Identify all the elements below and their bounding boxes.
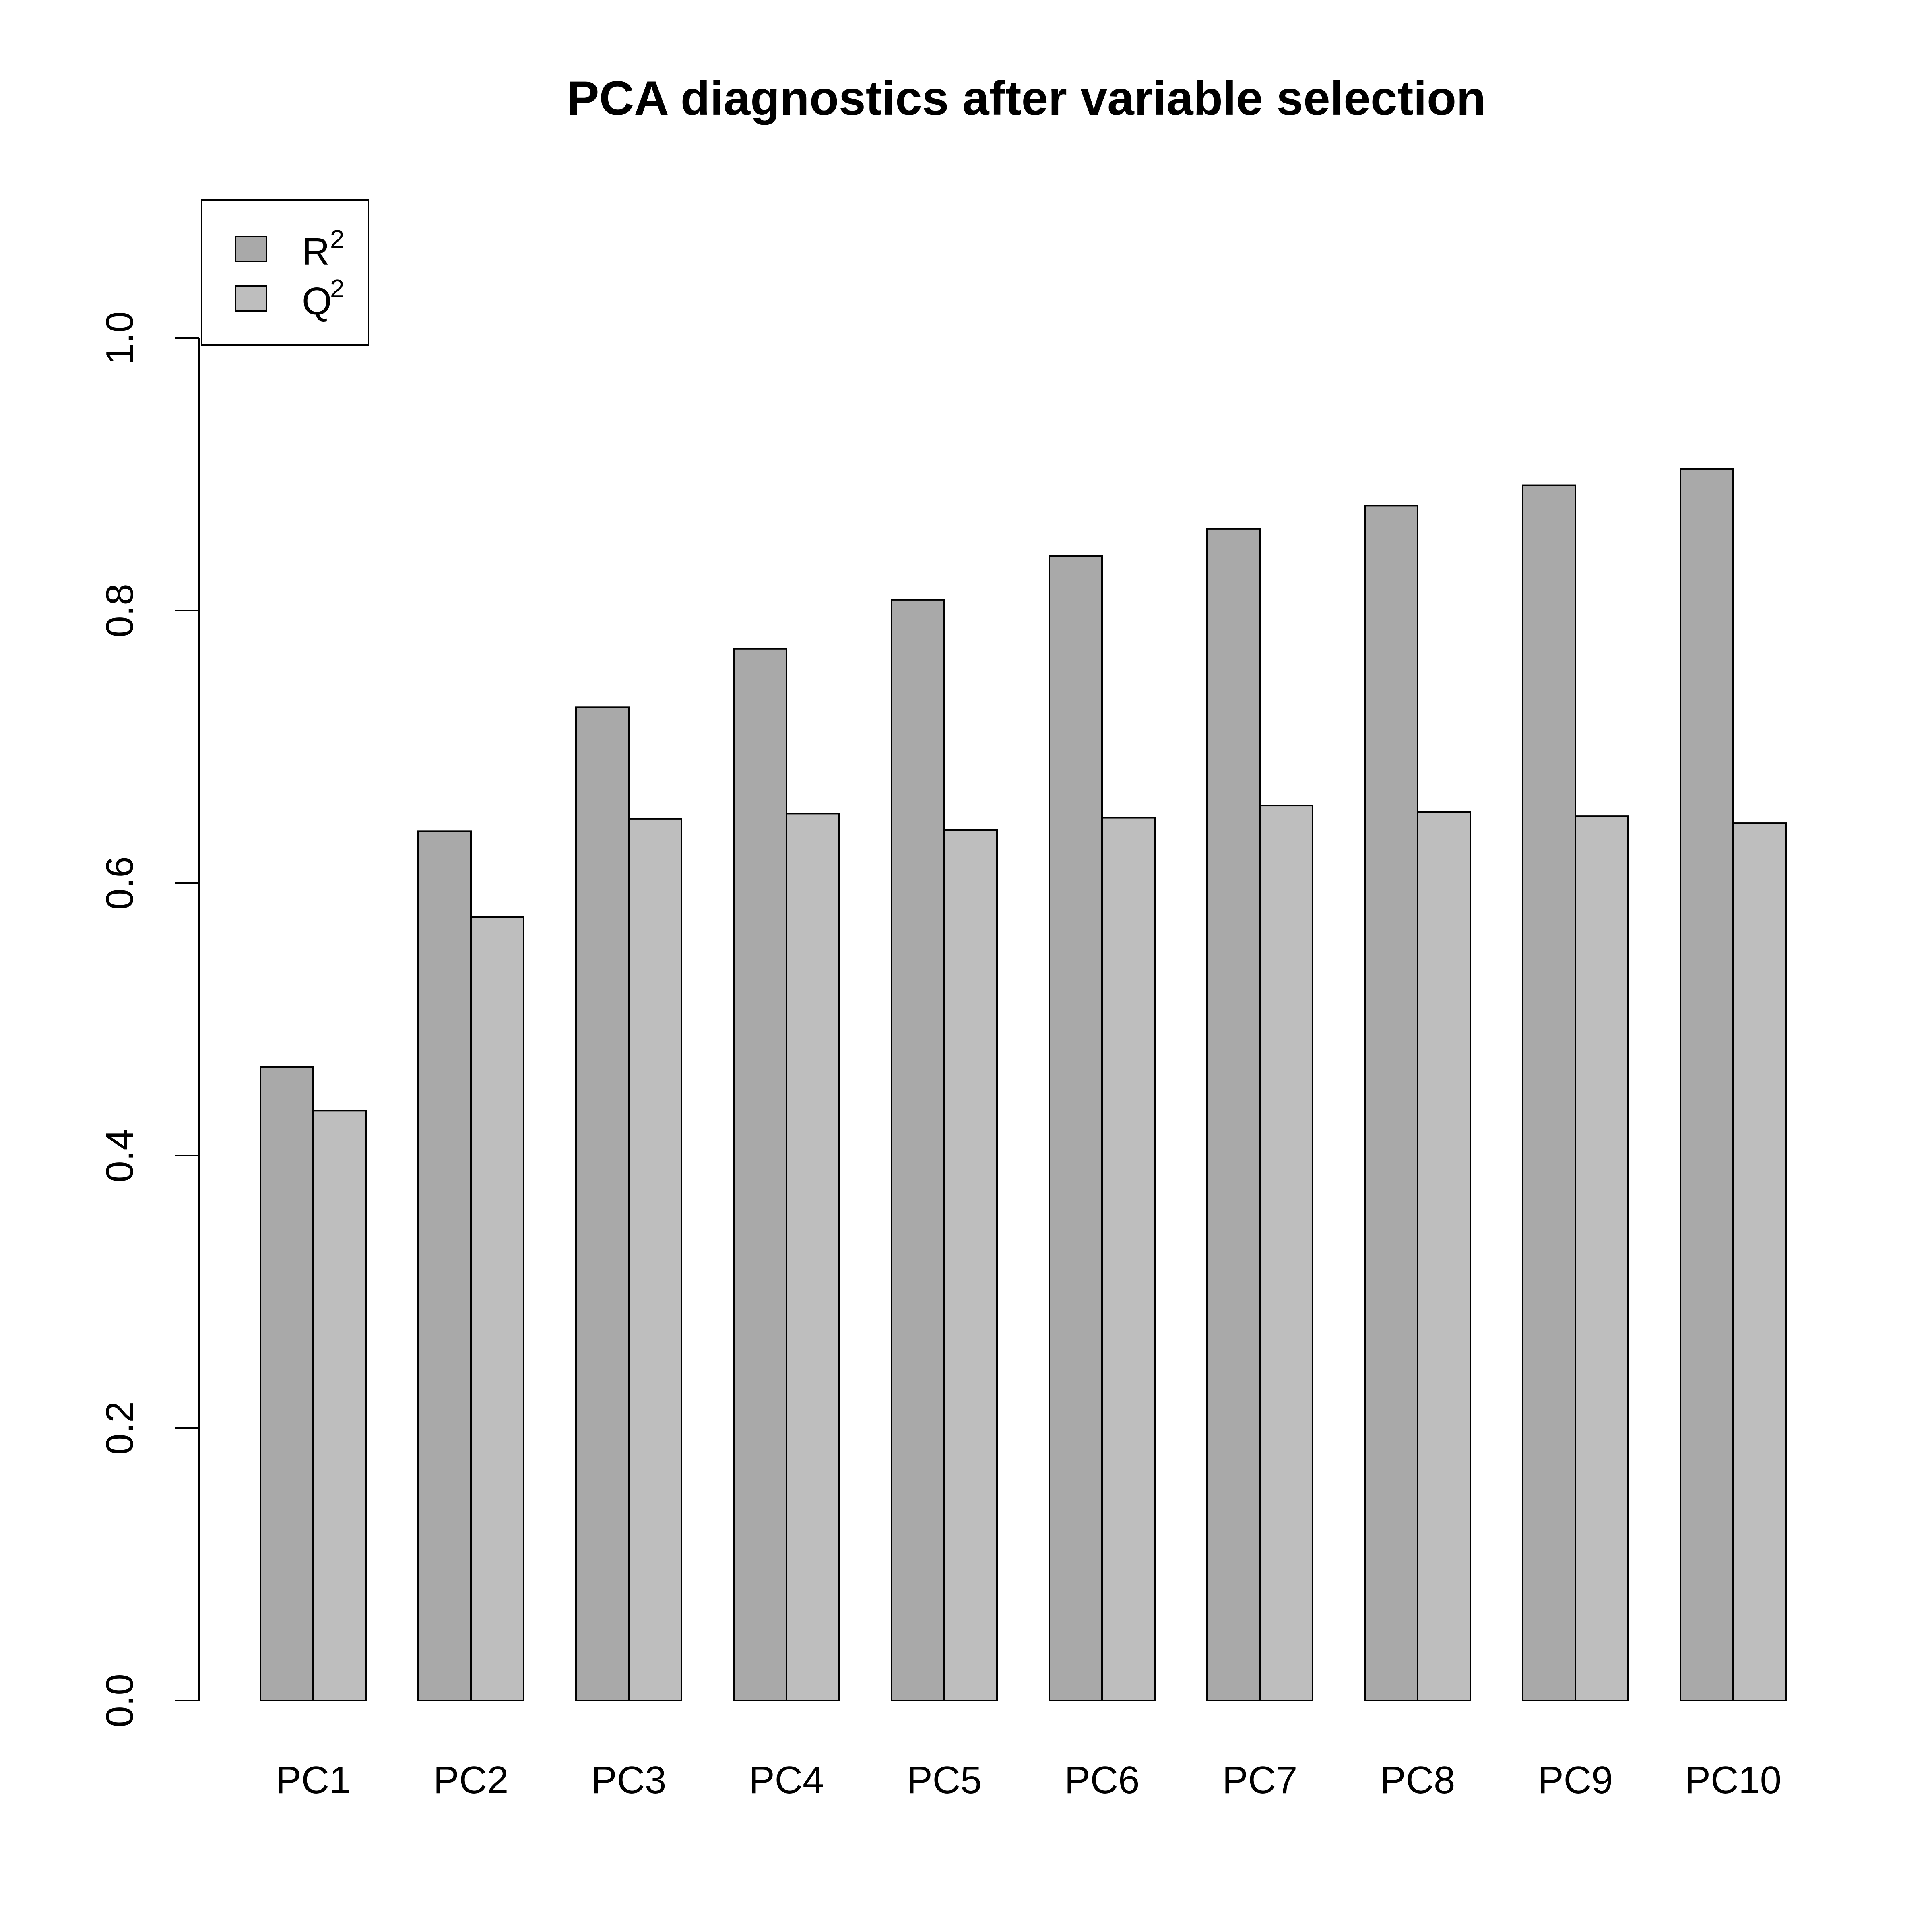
x-tick-label-pc3: PC3 <box>591 1759 667 1802</box>
x-tick-label-pc4: PC4 <box>749 1759 824 1802</box>
bar-r-pc6 <box>1049 555 1103 1701</box>
x-axis-labels: PC1 PC2 PC3 PC4 PC5 PC6 PC7 PC8 PC9 PC10 <box>276 1759 1781 1802</box>
legend-label-q: Q <box>302 280 332 323</box>
legend: R 2Q2 <box>201 199 369 346</box>
legend-swatch-q <box>235 285 267 312</box>
bars-group <box>260 468 1787 1702</box>
chart-title: PCA diagnostics after variable selection <box>567 71 1486 125</box>
x-tick-label-pc7: PC7 <box>1222 1759 1298 1802</box>
bar-q-pc4 <box>786 813 840 1701</box>
bar-q-pc3 <box>628 818 682 1701</box>
x-tick-label-pc5: PC5 <box>907 1759 982 1802</box>
y-tick-label: 0.2 <box>98 1401 141 1455</box>
y-tick-label: 0.8 <box>98 584 141 637</box>
bar-q-pc2 <box>470 916 524 1701</box>
y-axis: 0.0 0.2 0.4 0.6 0.8 1.0 <box>98 311 200 1728</box>
bar-r-pc9 <box>1522 484 1576 1701</box>
bar-r-pc10 <box>1680 468 1734 1701</box>
y-tick-label: 0.6 <box>98 856 141 910</box>
y-tick-label: 0.4 <box>98 1129 141 1182</box>
bar-r-pc5 <box>891 599 945 1702</box>
bar-q-pc7 <box>1259 805 1313 1702</box>
x-tick-label-pc9: PC9 <box>1538 1759 1613 1802</box>
legend-label-superscript: 2 <box>330 225 345 254</box>
bar-r-pc8 <box>1364 505 1418 1701</box>
bar-r-pc1 <box>260 1066 314 1702</box>
x-tick-label-pc8: PC8 <box>1380 1759 1455 1802</box>
bar-q-pc8 <box>1417 811 1471 1701</box>
legend-box <box>201 199 369 346</box>
bar-q-pc5 <box>943 829 998 1701</box>
legend-label-r: R <box>302 230 330 273</box>
x-tick-label-pc1: PC1 <box>276 1759 351 1802</box>
legend-label-superscript: 2 <box>330 274 345 303</box>
bar-r-pc2 <box>417 830 472 1701</box>
y-tick-label: 1.0 <box>98 311 141 365</box>
bar-r-pc4 <box>733 648 787 1701</box>
bar-q-pc9 <box>1575 815 1629 1701</box>
x-tick-label-pc10: PC10 <box>1685 1759 1781 1802</box>
bar-r-pc3 <box>575 706 630 1701</box>
x-tick-label-pc2: PC2 <box>433 1759 509 1802</box>
legend-swatch-r <box>235 236 267 262</box>
y-tick-label: 0.0 <box>98 1674 141 1727</box>
bar-q-pc1 <box>312 1110 367 1701</box>
bar-q-pc6 <box>1101 817 1156 1701</box>
bar-r-pc7 <box>1206 528 1261 1702</box>
bar-q-pc10 <box>1732 822 1787 1701</box>
x-tick-label-pc6: PC6 <box>1065 1759 1140 1802</box>
